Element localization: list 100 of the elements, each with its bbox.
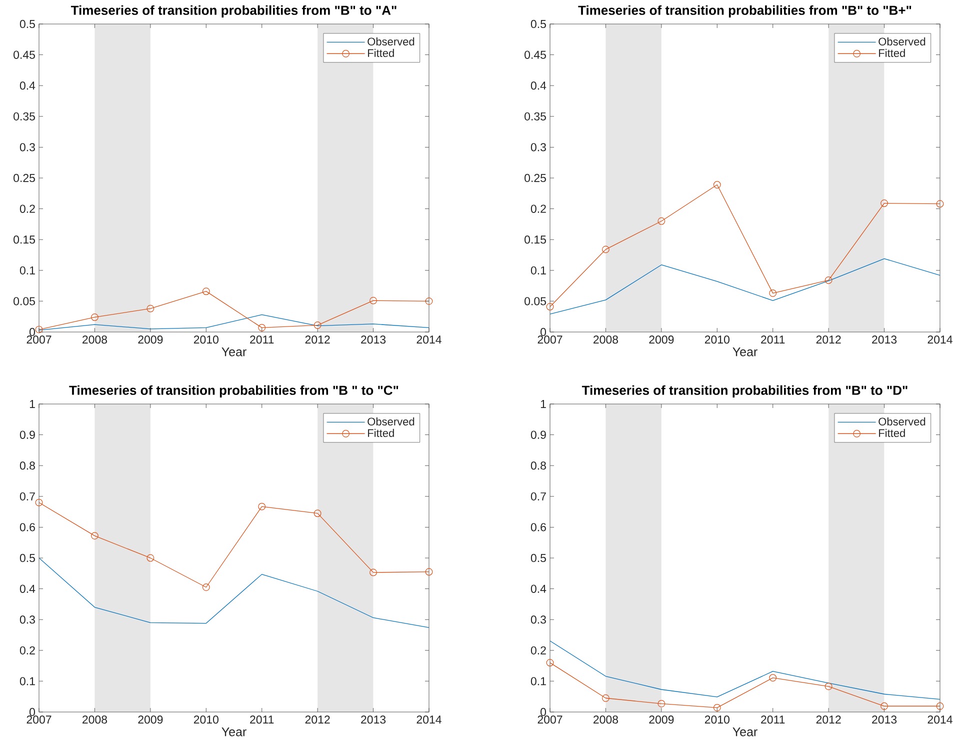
y-tick-label: 0.45 — [14, 50, 35, 59]
point — [546, 303, 554, 310]
point — [824, 682, 832, 690]
y-tick-label: 0 — [540, 328, 546, 336]
x-axis-title: Year — [222, 728, 246, 736]
x-tick-label: 2008 — [594, 336, 618, 344]
x-tick-label: 2010 — [704, 716, 730, 724]
x-tick-label: 2014 — [416, 336, 442, 344]
legend-label: Observed — [368, 37, 414, 46]
x-axis-title: Year — [732, 348, 758, 356]
line-series — [550, 640, 940, 700]
y-tick-label: 0.3 — [20, 143, 35, 152]
point — [602, 246, 610, 254]
point — [880, 702, 888, 710]
point — [258, 502, 266, 510]
y-tick-label: 0.6 — [20, 523, 35, 532]
y-tick-label: 0.3 — [530, 616, 546, 624]
point — [314, 510, 322, 518]
x-axis-title: Year — [732, 728, 758, 736]
point — [370, 568, 377, 576]
y-tick-label: 1 — [540, 400, 546, 408]
line-series — [39, 558, 429, 628]
y-tick-label: 0.7 — [530, 492, 546, 500]
y-tick-label: 0.2 — [530, 204, 546, 213]
point — [769, 674, 777, 682]
x-tick-label: 2014 — [416, 716, 442, 724]
y-tick-label: 0.4 — [20, 584, 36, 593]
x-tick-label: 2010 — [194, 336, 218, 344]
legend-label: Fitted — [879, 48, 905, 57]
y-tick-label: 0.05 — [524, 297, 546, 306]
point — [425, 297, 433, 305]
point — [146, 554, 154, 562]
x-tick-label: 2014 — [928, 716, 952, 724]
y-tick-label: 0.4 — [530, 82, 546, 90]
point — [314, 322, 322, 329]
chart-title: Timeseries of transition probabilities from "B" to "B+" — [578, 5, 912, 18]
x-tick-label: 2012 — [816, 336, 841, 344]
point — [713, 181, 721, 188]
chart-title: Timeseries of transition probabilities from "B" to "A" — [70, 5, 396, 18]
y-tick-label: 0.7 — [20, 492, 35, 500]
legend-label: Fitted — [879, 428, 905, 437]
x-tick-label: 2011 — [761, 336, 785, 344]
y-tick-label: 0.35 — [524, 112, 546, 120]
point — [202, 288, 210, 296]
point — [35, 498, 43, 506]
y-tick-label: 0.4 — [530, 584, 546, 593]
y-tick-label: 0.15 — [524, 236, 546, 244]
chart-title: Timeseries of transition probabilities from "B" to "D" — [582, 385, 908, 398]
point — [880, 200, 888, 207]
point — [658, 700, 666, 708]
y-tick-label: 0.8 — [530, 462, 546, 470]
y-tick-label: 0.8 — [20, 462, 35, 470]
x-tick-label: 2010 — [704, 336, 730, 344]
x-tick-label: 2012 — [816, 716, 841, 724]
point — [658, 217, 666, 225]
y-tick-label: 0.3 — [20, 616, 35, 624]
legend-label: Fitted — [368, 428, 394, 437]
point — [91, 532, 98, 540]
x-tick-label: 2012 — [305, 716, 330, 724]
point — [35, 326, 43, 334]
point — [546, 659, 554, 666]
x-axis-title: Year — [222, 348, 246, 356]
y-tick-label: 0.1 — [530, 266, 546, 274]
point — [824, 276, 832, 284]
point — [936, 200, 944, 208]
y-tick-label: 0.5 — [530, 20, 546, 28]
x-tick-label: 2011 — [250, 716, 274, 724]
y-tick-label: 0.2 — [20, 204, 35, 213]
x-tick-label: 2009 — [649, 716, 674, 724]
point — [146, 304, 154, 312]
point — [202, 584, 210, 591]
y-tick-label: 0 — [30, 328, 36, 336]
line-series — [39, 314, 429, 330]
y-tick-label: 0.5 — [20, 20, 35, 28]
point — [370, 296, 377, 304]
y-tick-label: 0 — [540, 708, 546, 716]
y-tick-label: 0 — [30, 708, 36, 716]
x-tick-label: 2011 — [250, 336, 274, 344]
point — [769, 289, 777, 297]
point — [713, 704, 721, 712]
legend-label: Observed — [878, 417, 926, 426]
y-tick-label: 0.2 — [20, 646, 35, 654]
y-tick-label: 1 — [30, 400, 35, 408]
line-series — [550, 258, 940, 314]
y-tick-label: 0.1 — [530, 677, 546, 686]
x-tick-label: 2008 — [82, 716, 108, 724]
x-tick-label: 2010 — [194, 716, 218, 724]
point — [258, 324, 266, 332]
y-tick-label: 0.9 — [530, 430, 546, 439]
x-tick-label: 2008 — [82, 336, 108, 344]
point — [936, 702, 944, 710]
y-tick-label: 0.2 — [530, 646, 546, 654]
x-tick-label: 2012 — [305, 336, 330, 344]
point — [425, 568, 433, 576]
x-tick-label: 2007 — [26, 716, 52, 724]
y-tick-label: 0.6 — [530, 523, 546, 532]
y-tick-label: 0.05 — [14, 297, 35, 306]
legend-label: Fitted — [368, 48, 394, 57]
x-tick-label: 2013 — [872, 336, 897, 344]
x-tick-label: 2007 — [538, 716, 562, 724]
